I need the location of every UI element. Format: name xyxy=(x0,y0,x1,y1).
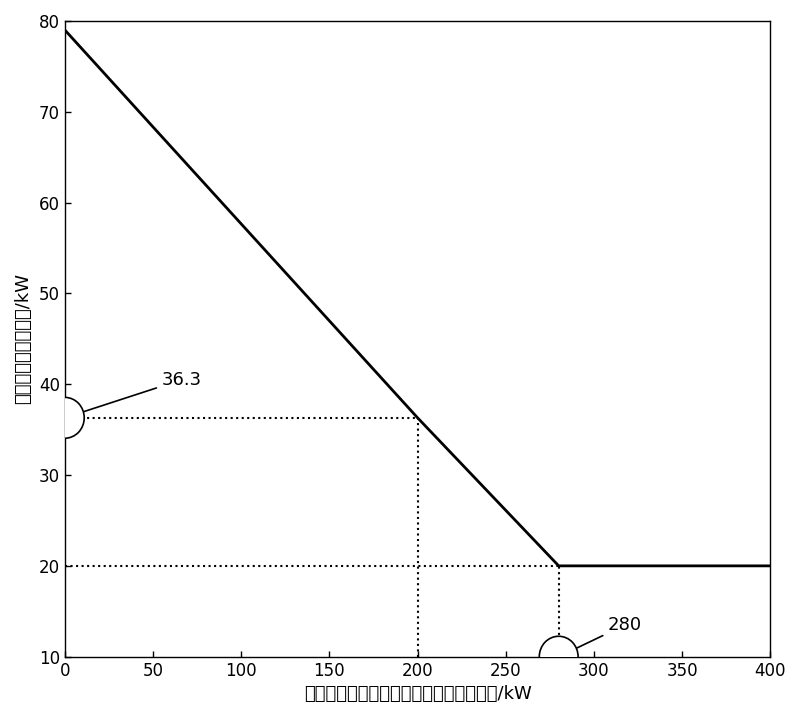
X-axis label: 大电网向微电网进行供电的最大供电容量/kW: 大电网向微电网进行供电的最大供电容量/kW xyxy=(304,685,531,703)
Y-axis label: 微型燃气轮机供电量/kW: 微型燃气轮机供电量/kW xyxy=(14,273,32,404)
Ellipse shape xyxy=(46,397,84,438)
Text: 280: 280 xyxy=(563,616,642,655)
Text: 36.3: 36.3 xyxy=(70,371,202,417)
Ellipse shape xyxy=(539,636,578,677)
